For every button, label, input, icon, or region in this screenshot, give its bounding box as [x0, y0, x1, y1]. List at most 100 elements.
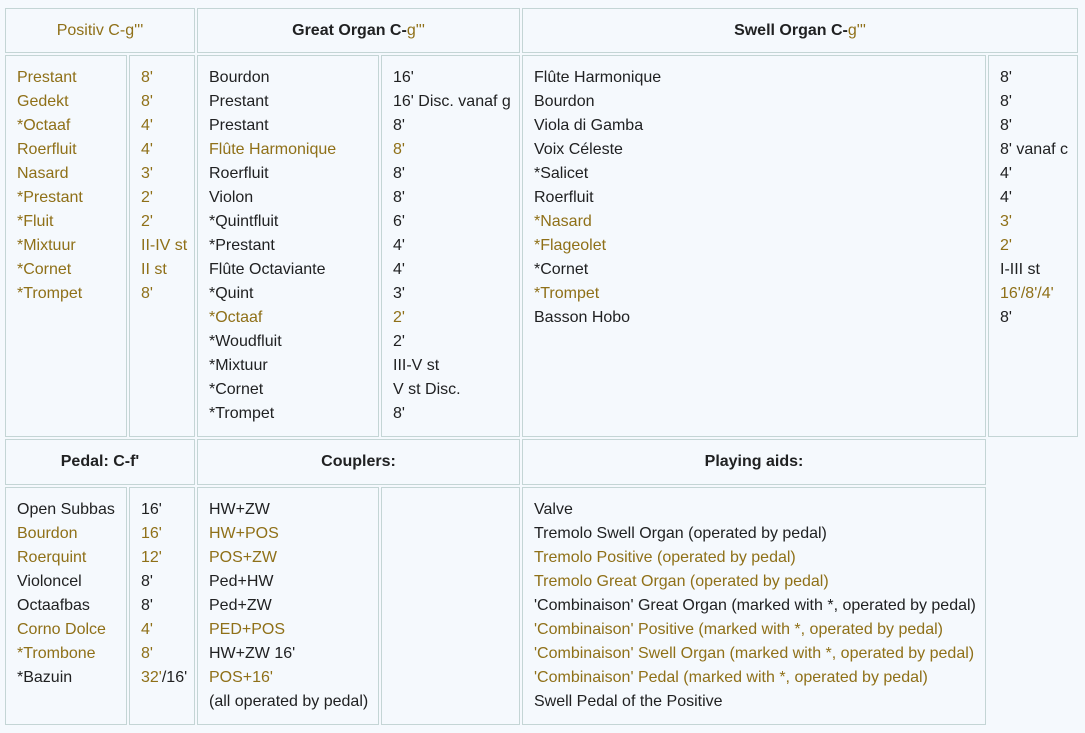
- header-great-range: g''': [406, 21, 425, 39]
- list-item: Bourdon: [534, 93, 595, 110]
- list-item: 2': [141, 213, 153, 230]
- list-item: Corno Dolce: [17, 621, 106, 638]
- list-item: Gedekt: [17, 93, 69, 110]
- list-item: POS+ZW: [209, 549, 278, 566]
- list-item: II st: [141, 261, 167, 278]
- list-item: 8': [393, 405, 405, 422]
- list-item: *Flageolet: [534, 237, 607, 254]
- list-item: Viola di Gamba: [534, 117, 644, 134]
- list-item: *Nasard: [534, 213, 592, 230]
- swell-stops: Flûte Harmonique Bourdon Viola di Gamba Voi…: [522, 55, 986, 437]
- list-item: 4': [141, 117, 153, 134]
- list-item: Flûte Harmonique: [534, 69, 662, 86]
- list-item: HW+POS: [209, 525, 279, 542]
- pedal-sizes: 16' 16' 12' 8' 8' 4' 8' 32'/16': [129, 487, 195, 725]
- list-item: III-V st: [393, 357, 440, 374]
- list-item: *Prestant: [209, 237, 275, 254]
- header-positiv-label: Positiv C-g''': [56, 21, 144, 39]
- list-item: Bourdon: [17, 525, 78, 542]
- positiv-sizes: 8' 8' 4' 4' 3' 2' 2' II-IV st II st 8': [129, 55, 195, 437]
- list-item: 8': [141, 573, 153, 590]
- header-great-label: Great Organ C-: [292, 21, 407, 39]
- list-item: 8': [141, 69, 153, 86]
- list-item: 8' vanaf c: [1000, 141, 1068, 158]
- list-item: (all operated by pedal): [209, 693, 369, 710]
- list-item: *Octaaf: [209, 309, 263, 326]
- list-item: *Cornet: [534, 261, 589, 278]
- header-pedal-label: Pedal: C-f': [60, 453, 140, 470]
- list-item: Violoncel: [17, 573, 82, 590]
- great-sizes: 16' 16' Disc. vanaf g 8' 8' 8' 8' 6' 4' 4' 3' 2' 2'…: [381, 55, 520, 437]
- list-item: 4': [1000, 165, 1012, 182]
- list-item: Bourdon: [209, 69, 270, 86]
- list-item: Flûte Harmonique: [209, 141, 337, 158]
- list-item: *Trompet: [17, 285, 83, 302]
- list-item: I-III st: [1000, 261, 1040, 278]
- list-item: 'Combinaison' Pedal (marked with *, oper…: [534, 669, 928, 686]
- list-item: 4': [141, 621, 153, 638]
- list-item: Violon: [209, 189, 254, 206]
- header-great-organ: Great Organ C-g''': [197, 8, 520, 53]
- playing-aids-list: Valve Tremolo Swell Organ (operated by pe…: [522, 487, 986, 725]
- list-item: Valve: [534, 501, 573, 518]
- list-item: 4': [141, 141, 153, 158]
- list-item: *Fluit: [17, 213, 54, 230]
- list-item: Nasard: [17, 165, 69, 182]
- list-item: HW+ZW: [209, 501, 270, 518]
- list-item: 'Combinaison' Positive (marked with *, o…: [534, 621, 943, 638]
- list-item: 16': [141, 525, 162, 542]
- list-item: *Quint: [209, 285, 254, 302]
- list-item: 16': [141, 501, 162, 518]
- list-item: *Salicet: [534, 165, 589, 182]
- list-item: Tremolo Great Organ (operated by pedal): [534, 573, 829, 590]
- list-item: Voix Céleste: [534, 141, 623, 158]
- list-item: Octaafbas: [17, 597, 90, 614]
- list-item: 2': [141, 189, 153, 206]
- list-item: Tremolo Swell Organ (operated by pedal): [534, 525, 827, 542]
- list-item: *Cornet: [17, 261, 72, 278]
- list-item: Flûte Octaviante: [209, 261, 326, 278]
- list-item: Roerfluit: [17, 141, 77, 158]
- list-item: 8': [141, 597, 153, 614]
- positiv-stops: Prestant Gedekt *Octaaf Roerfluit Nasard *Pre…: [5, 55, 127, 437]
- list-item: 3': [141, 165, 153, 182]
- list-item: 4': [393, 261, 405, 278]
- list-item: 16': [393, 69, 414, 86]
- list-item: 3': [393, 285, 405, 302]
- header-swell-organ: Swell Organ C-g''': [522, 8, 1078, 53]
- list-item: PED+POS: [209, 621, 286, 638]
- list-item: 32'/16': [141, 666, 194, 690]
- list-item: *Quintfluit: [209, 213, 279, 230]
- header-aids-label: Playing aids:: [704, 453, 804, 470]
- list-item: 8': [1000, 93, 1012, 110]
- header-couplers: Couplers:: [197, 439, 520, 485]
- list-item: Prestant: [17, 69, 77, 86]
- list-item: Roerfluit: [534, 189, 594, 206]
- list-item: 8': [1000, 309, 1012, 326]
- header-pedal: Pedal: C-f': [5, 439, 195, 485]
- list-item: Prestant: [209, 117, 269, 134]
- list-item: HW+ZW 16': [209, 645, 296, 662]
- list-item: *Cornet: [209, 381, 264, 398]
- list-item: Ped+ZW: [209, 597, 272, 614]
- list-item: POS+16': [209, 669, 273, 686]
- list-item: *Trompet: [534, 285, 600, 302]
- header-positiv: Positiv C-g''': [5, 8, 195, 53]
- list-item: 2': [1000, 237, 1012, 254]
- swell-sizes: 8' 8' 8' 8' vanaf c 4' 4' 3' 2' I-III st 16'/8'/4…: [988, 55, 1078, 437]
- list-item: 6': [393, 213, 405, 230]
- list-item: 8': [141, 93, 153, 110]
- list-item: Ped+HW: [209, 573, 274, 590]
- list-item: *Trompet: [209, 405, 275, 422]
- list-item: 8': [141, 645, 153, 662]
- list-item: 3': [1000, 213, 1012, 230]
- couplers-empty-cell: [381, 487, 520, 725]
- list-item: 8': [393, 141, 405, 158]
- list-item: 4': [1000, 189, 1012, 206]
- list-item: *Mixtuur: [209, 357, 268, 374]
- header-couplers-label: Couplers:: [321, 453, 396, 470]
- list-item: 8': [393, 165, 405, 182]
- list-item: 8': [1000, 117, 1012, 134]
- list-item: *Prestant: [17, 189, 83, 206]
- list-item: 2': [393, 333, 405, 350]
